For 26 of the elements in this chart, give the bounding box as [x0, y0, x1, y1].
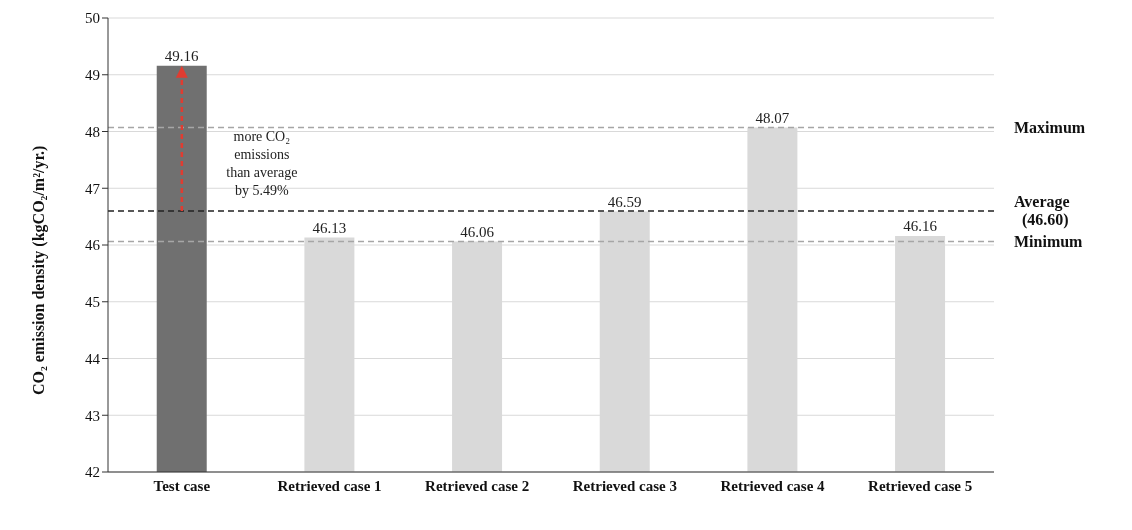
annotation: more CO₂ emissions than average by 5.49% — [226, 128, 298, 198]
y-axis-title: CO₂ emission density (kgCO₂/m²/yr.) — [29, 145, 48, 395]
data-label: 46.59 — [607, 193, 642, 210]
data-label: 49.16 — [164, 47, 200, 64]
x-tick-label: Retrieved case 3 — [572, 477, 677, 494]
y-tick-label: 43 — [85, 407, 100, 424]
ref-line-label: Minimum — [1014, 232, 1084, 250]
y-tick-label: 42 — [85, 464, 100, 481]
y-tick-label: 50 — [85, 10, 100, 27]
x-tick-label: Retrieved case 1 — [277, 477, 382, 494]
data-label: 46.13 — [312, 219, 347, 236]
y-tick-label: 44 — [85, 350, 101, 367]
y-tick-label: 45 — [85, 294, 100, 311]
ref-line-label: Maximum — [1014, 118, 1086, 136]
y-tick-label: 48 — [85, 123, 100, 140]
x-tick-label: Retrieved case 5 — [868, 477, 973, 494]
x-tick-label: Retrieved case 4 — [720, 477, 826, 494]
ref-line-label: Average (46.60) — [1014, 192, 1070, 229]
y-tick-label: 49 — [85, 67, 100, 84]
y-tick-label: 47 — [85, 180, 101, 197]
y-tick-label: 46 — [85, 237, 101, 254]
data-label: 48.07 — [755, 109, 790, 126]
x-tick-label: Retrieved case 2 — [425, 477, 530, 494]
x-tick-label: Test case — [153, 477, 211, 494]
data-label: 46.16 — [903, 217, 938, 234]
data-label: 46.06 — [460, 223, 495, 240]
